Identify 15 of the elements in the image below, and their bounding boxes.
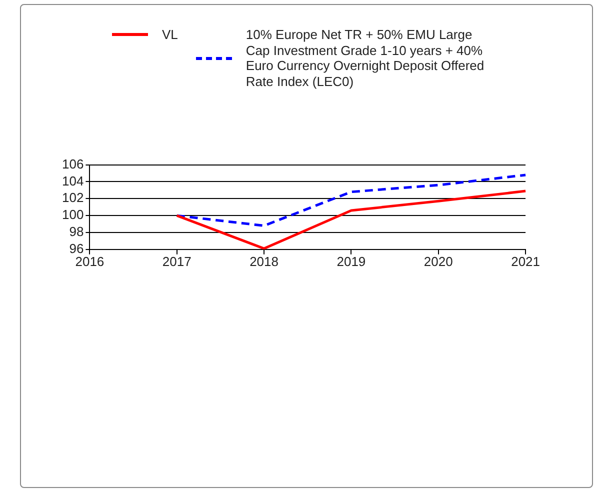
y-tick-label: 100 [62, 207, 84, 222]
line-series [176, 174, 527, 227]
legend-label: VL [162, 27, 178, 42]
x-tick-label: 2020 [424, 254, 453, 269]
x-tick-label: 2016 [75, 254, 104, 269]
x-tick-label: 2019 [336, 254, 366, 269]
y-tick-label: 106 [62, 156, 84, 172]
y-tick-label: 102 [62, 190, 84, 206]
x-tick-label: 2017 [162, 254, 192, 269]
x-tick-label: 2018 [250, 254, 278, 269]
y-tick-label: 104 [62, 173, 84, 188]
legend-label: 10% Europe Net TR + 50% EMU Large Cap Investment Grade 1-10 years + 40% Euro Currency Overnight Deposit Offered Rate Index (LEC0) [246, 27, 486, 89]
x-tick-label: 2021 [511, 254, 540, 269]
y-tick-label: 98 [69, 224, 84, 240]
y-tick-label: 96 [69, 240, 84, 256]
